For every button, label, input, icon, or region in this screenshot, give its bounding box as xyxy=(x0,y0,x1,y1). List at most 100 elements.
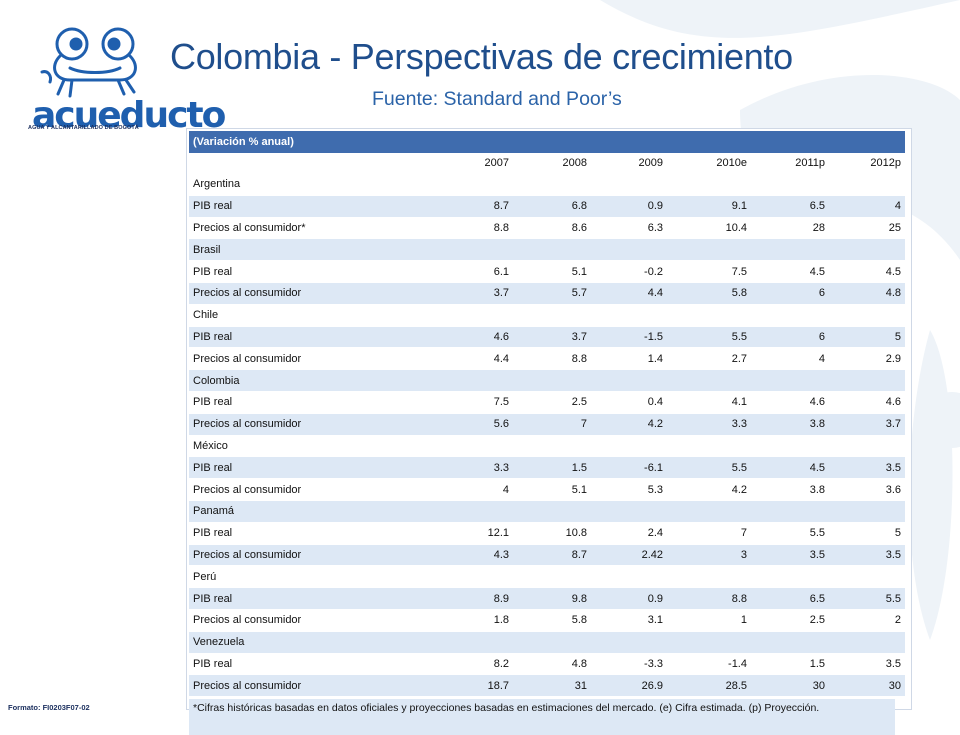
value-cell: 3.7 xyxy=(431,282,513,305)
value-cell: 0.4 xyxy=(591,392,667,414)
year-header-cell: 2009 xyxy=(591,153,667,174)
year-header-row: 2007 2008 2009 2010e 2011p 2012p xyxy=(189,153,905,174)
value-cell: 5.1 xyxy=(513,261,591,283)
table-row: PIB real 8.7 6.8 0.9 9.1 6.5 4 xyxy=(189,195,905,218)
value-cell: 25 xyxy=(829,218,905,240)
value-cell: 5 xyxy=(829,326,905,349)
value-cell: 10.8 xyxy=(513,523,591,545)
acueducto-logo: acueducto AGUA Y ALCANTARILLADO DE BOGOT… xyxy=(20,22,226,140)
row-label: Precios al consumidor xyxy=(189,413,431,436)
value-cell: 9.8 xyxy=(513,588,591,610)
value-cell: 4 xyxy=(431,479,513,501)
logo-subtitle: AGUA Y ALCANTARILLADO DE BOGOTÁ xyxy=(28,125,139,131)
value-cell: 2.5 xyxy=(513,392,591,414)
table-row: PIB real 6.1 5.1 -0.2 7.5 4.5 4.5 xyxy=(189,261,905,283)
page-subtitle: Fuente: Standard and Poor’s xyxy=(372,88,622,110)
growth-table-panel: (Variación % anual) 2007 2008 2009 2010e… xyxy=(186,128,912,735)
value-cell: 6 xyxy=(751,282,829,305)
table-footnote: *Cifras históricas basadas en datos ofic… xyxy=(189,699,895,735)
value-cell: 4.5 xyxy=(751,457,829,480)
value-cell: 4.8 xyxy=(829,282,905,305)
table-row: PIB real 3.3 1.5 -6.1 5.5 4.5 3.5 xyxy=(189,457,905,480)
value-cell: 5.3 xyxy=(591,479,667,501)
value-cell: 2.42 xyxy=(591,544,667,567)
value-cell: 3.3 xyxy=(431,457,513,480)
row-label: Precios al consumidor xyxy=(189,282,431,305)
country-row: México xyxy=(189,436,905,458)
country-label: Chile xyxy=(189,305,905,327)
year-header-cell: 2012p xyxy=(829,153,905,174)
value-cell: 4 xyxy=(751,348,829,371)
country-row: Argentina xyxy=(189,174,905,196)
value-cell: 6.5 xyxy=(751,195,829,218)
table-row: Precios al consumidor 5.6 7 4.2 3.3 3.8 3.7 xyxy=(189,413,905,436)
country-label: Colombia xyxy=(189,370,905,392)
value-cell: 5.1 xyxy=(513,479,591,501)
row-label: Precios al consumidor xyxy=(189,544,431,567)
value-cell: 0.9 xyxy=(591,195,667,218)
value-cell: 2.5 xyxy=(751,610,829,632)
value-cell: 3.5 xyxy=(751,544,829,567)
value-cell: 4.5 xyxy=(829,261,905,283)
value-cell: 8.9 xyxy=(431,588,513,610)
value-cell: 4.4 xyxy=(431,348,513,371)
value-cell: 8.8 xyxy=(667,588,751,610)
value-cell: 2.4 xyxy=(591,523,667,545)
country-row: Perú xyxy=(189,566,905,589)
value-cell: 7.5 xyxy=(667,261,751,283)
country-row: Brasil xyxy=(189,239,905,262)
value-cell: -1.4 xyxy=(667,654,751,676)
value-cell: 6.3 xyxy=(591,218,667,240)
page-title: Colombia - Perspectivas de crecimiento xyxy=(170,36,793,77)
year-header-blank xyxy=(189,153,431,174)
row-label: Precios al consumidor xyxy=(189,675,431,698)
table-row: PIB real 4.6 3.7 -1.5 5.5 6 5 xyxy=(189,326,905,349)
value-cell: 5 xyxy=(829,523,905,545)
row-label: PIB real xyxy=(189,523,431,545)
row-label: PIB real xyxy=(189,195,431,218)
value-cell: 4.1 xyxy=(667,392,751,414)
value-cell: 6.1 xyxy=(431,261,513,283)
value-cell: 9.1 xyxy=(667,195,751,218)
value-cell: 7 xyxy=(667,523,751,545)
value-cell: 5.5 xyxy=(751,523,829,545)
value-cell: 5.8 xyxy=(667,282,751,305)
value-cell: 6.8 xyxy=(513,195,591,218)
value-cell: 5.5 xyxy=(667,326,751,349)
value-cell: 2.7 xyxy=(667,348,751,371)
table-row: Precios al consumidor 3.7 5.7 4.4 5.8 6 4.8 xyxy=(189,282,905,305)
table-row: Precios al consumidor 4 5.1 5.3 4.2 3.8 3.6 xyxy=(189,479,905,501)
row-label: Precios al consumidor xyxy=(189,479,431,501)
row-label: PIB real xyxy=(189,457,431,480)
row-label: PIB real xyxy=(189,261,431,283)
format-code: Formato: FI0203F07-02 xyxy=(8,703,90,712)
country-label: Panamá xyxy=(189,500,905,523)
row-label: PIB real xyxy=(189,654,431,676)
country-label: México xyxy=(189,436,905,458)
value-cell: 8.7 xyxy=(431,195,513,218)
value-cell: 4.8 xyxy=(513,654,591,676)
value-cell: 5.5 xyxy=(829,588,905,610)
table-row: Precios al consumidor 4.4 8.8 1.4 2.7 4 2.9 xyxy=(189,348,905,371)
year-header-cell: 2010e xyxy=(667,153,751,174)
table-row: PIB real 7.5 2.5 0.4 4.1 4.6 4.6 xyxy=(189,392,905,414)
value-cell: 1.5 xyxy=(513,457,591,480)
row-label: Precios al consumidor xyxy=(189,348,431,371)
value-cell: 4 xyxy=(829,195,905,218)
value-cell: 12.1 xyxy=(431,523,513,545)
growth-table: 2007 2008 2009 2010e 2011p 2012p Argenti… xyxy=(189,153,905,698)
table-row: PIB real 12.1 10.8 2.4 7 5.5 5 xyxy=(189,523,905,545)
value-cell: 6 xyxy=(751,326,829,349)
value-cell: 1.4 xyxy=(591,348,667,371)
value-cell: 8.8 xyxy=(513,348,591,371)
value-cell: 2.9 xyxy=(829,348,905,371)
row-label: PIB real xyxy=(189,392,431,414)
country-label: Venezuela xyxy=(189,631,905,654)
value-cell: 4.6 xyxy=(751,392,829,414)
year-header-cell: 2011p xyxy=(751,153,829,174)
table-body: 2007 2008 2009 2010e 2011p 2012p Argenti… xyxy=(189,153,905,698)
country-row: Panamá xyxy=(189,500,905,523)
value-cell: 1.8 xyxy=(431,610,513,632)
value-cell: 5.6 xyxy=(431,413,513,436)
row-label: PIB real xyxy=(189,326,431,349)
